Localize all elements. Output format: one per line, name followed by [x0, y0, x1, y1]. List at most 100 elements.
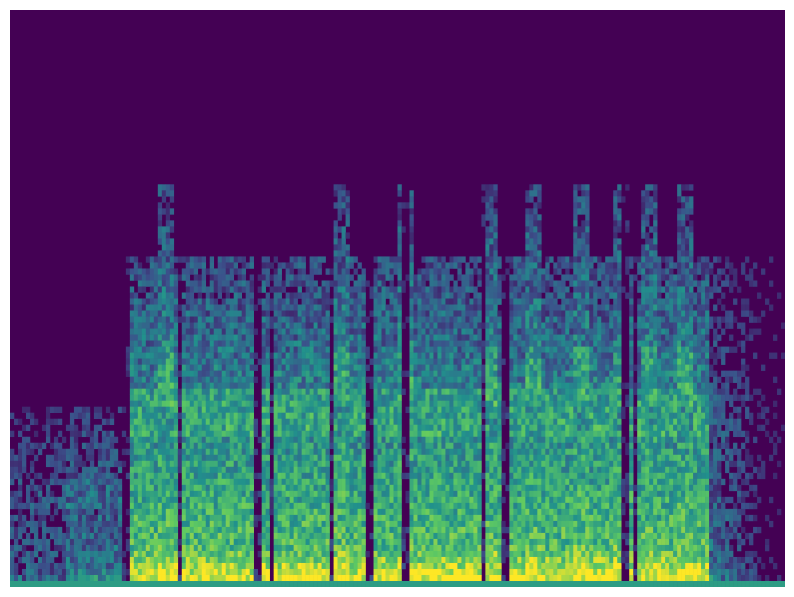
heatmap-cell — [237, 436, 242, 444]
heatmap-cell — [145, 562, 151, 570]
heatmap-cell — [153, 502, 159, 510]
heatmap-cell — [241, 574, 246, 582]
heatmap-cell — [225, 316, 231, 323]
heatmap-cell — [313, 442, 318, 450]
heatmap-cell — [401, 388, 406, 395]
heatmap-cell — [225, 562, 231, 570]
heatmap-cell — [201, 502, 207, 510]
heatmap-cell — [217, 274, 223, 281]
heatmap-cell — [357, 496, 362, 504]
heatmap-cell — [413, 478, 418, 486]
heatmap-cell — [389, 256, 394, 263]
heatmap-cell — [409, 496, 414, 504]
heatmap-cell — [161, 340, 167, 347]
heatmap-cell — [201, 328, 207, 335]
heatmap-cell — [441, 364, 446, 371]
heatmap-cell — [329, 574, 334, 582]
heatmap-cell — [169, 574, 175, 582]
heatmap-cell — [205, 370, 211, 377]
heatmap-cell — [317, 550, 322, 558]
heatmap-cell — [449, 568, 454, 576]
heatmap-cell — [281, 388, 286, 395]
heatmap-cell — [369, 532, 374, 540]
heatmap-cell — [221, 490, 227, 498]
heatmap-cell — [265, 268, 270, 275]
heatmap-cell — [269, 286, 274, 293]
heatmap-cell — [305, 430, 310, 438]
heatmap-cell — [221, 424, 227, 432]
heatmap-cell — [309, 274, 314, 281]
heatmap-cell — [89, 532, 95, 540]
heatmap-cell — [89, 538, 95, 546]
heatmap-cell — [381, 550, 386, 558]
heatmap-cell — [293, 418, 298, 426]
heatmap-cell — [93, 484, 99, 492]
heatmap-cell — [189, 448, 195, 456]
heatmap-cell — [125, 472, 131, 480]
heatmap-cell — [349, 394, 354, 401]
heatmap-cell — [353, 430, 358, 438]
heatmap-cell — [241, 544, 246, 552]
heatmap-cell — [85, 520, 91, 528]
heatmap-cell — [297, 346, 302, 353]
heatmap-cell — [265, 280, 270, 287]
heatmap-cell — [229, 328, 235, 335]
heatmap-cell — [169, 220, 175, 227]
heatmap-cell — [289, 508, 294, 516]
heatmap-cell — [397, 430, 402, 438]
heatmap-cell — [465, 466, 470, 474]
heatmap-cell — [229, 418, 235, 426]
heatmap-cell — [117, 466, 123, 474]
heatmap-cell — [461, 544, 466, 552]
heatmap-cell — [385, 352, 390, 359]
heatmap-cell — [377, 472, 382, 480]
heatmap-cell — [373, 436, 378, 444]
heatmap-cell — [249, 484, 254, 492]
heatmap-cell — [349, 364, 354, 371]
heatmap-cell — [397, 364, 402, 371]
heatmap-cell — [137, 394, 143, 401]
heatmap-cell — [313, 580, 318, 587]
heatmap-cell — [221, 304, 227, 311]
heatmap-cell — [289, 490, 294, 498]
heatmap-cell — [281, 580, 286, 587]
heatmap-cell — [137, 436, 143, 444]
heatmap-cell — [385, 484, 390, 492]
heatmap-cell — [169, 286, 175, 293]
heatmap-cell — [437, 442, 442, 450]
heatmap-cell — [221, 340, 227, 347]
heatmap-cell — [453, 394, 458, 401]
heatmap-cell — [121, 406, 127, 413]
heatmap-cell — [213, 274, 219, 281]
heatmap-cell — [289, 388, 294, 395]
heatmap-cell — [105, 490, 111, 498]
heatmap-cell — [309, 424, 314, 432]
heatmap-cell — [313, 574, 318, 582]
heatmap-cell — [45, 412, 51, 420]
heatmap-cell — [137, 574, 143, 582]
heatmap-cell — [249, 364, 254, 371]
heatmap-cell — [205, 508, 211, 516]
heatmap-cell — [313, 520, 318, 528]
heatmap-cell — [81, 568, 87, 576]
heatmap-cell — [305, 310, 310, 317]
heatmap-cell — [133, 538, 139, 546]
heatmap-cell — [389, 388, 394, 395]
heatmap-cell — [309, 496, 314, 504]
heatmap-cell — [433, 310, 438, 317]
heatmap-cell — [457, 364, 462, 371]
heatmap-cell — [309, 574, 314, 582]
heatmap-cell — [89, 448, 95, 456]
heatmap-cell — [149, 520, 155, 528]
heatmap-cell — [113, 454, 119, 462]
heatmap-cell — [385, 268, 390, 275]
heatmap-cell — [285, 382, 290, 389]
heatmap-cell — [301, 442, 306, 450]
heatmap-cell — [165, 526, 171, 534]
heatmap-cell — [241, 556, 246, 564]
heatmap-cell — [277, 310, 282, 317]
heatmap-cell — [233, 556, 238, 564]
heatmap-cell — [301, 274, 306, 281]
heatmap-cell — [321, 454, 326, 462]
heatmap-cell — [65, 466, 71, 474]
